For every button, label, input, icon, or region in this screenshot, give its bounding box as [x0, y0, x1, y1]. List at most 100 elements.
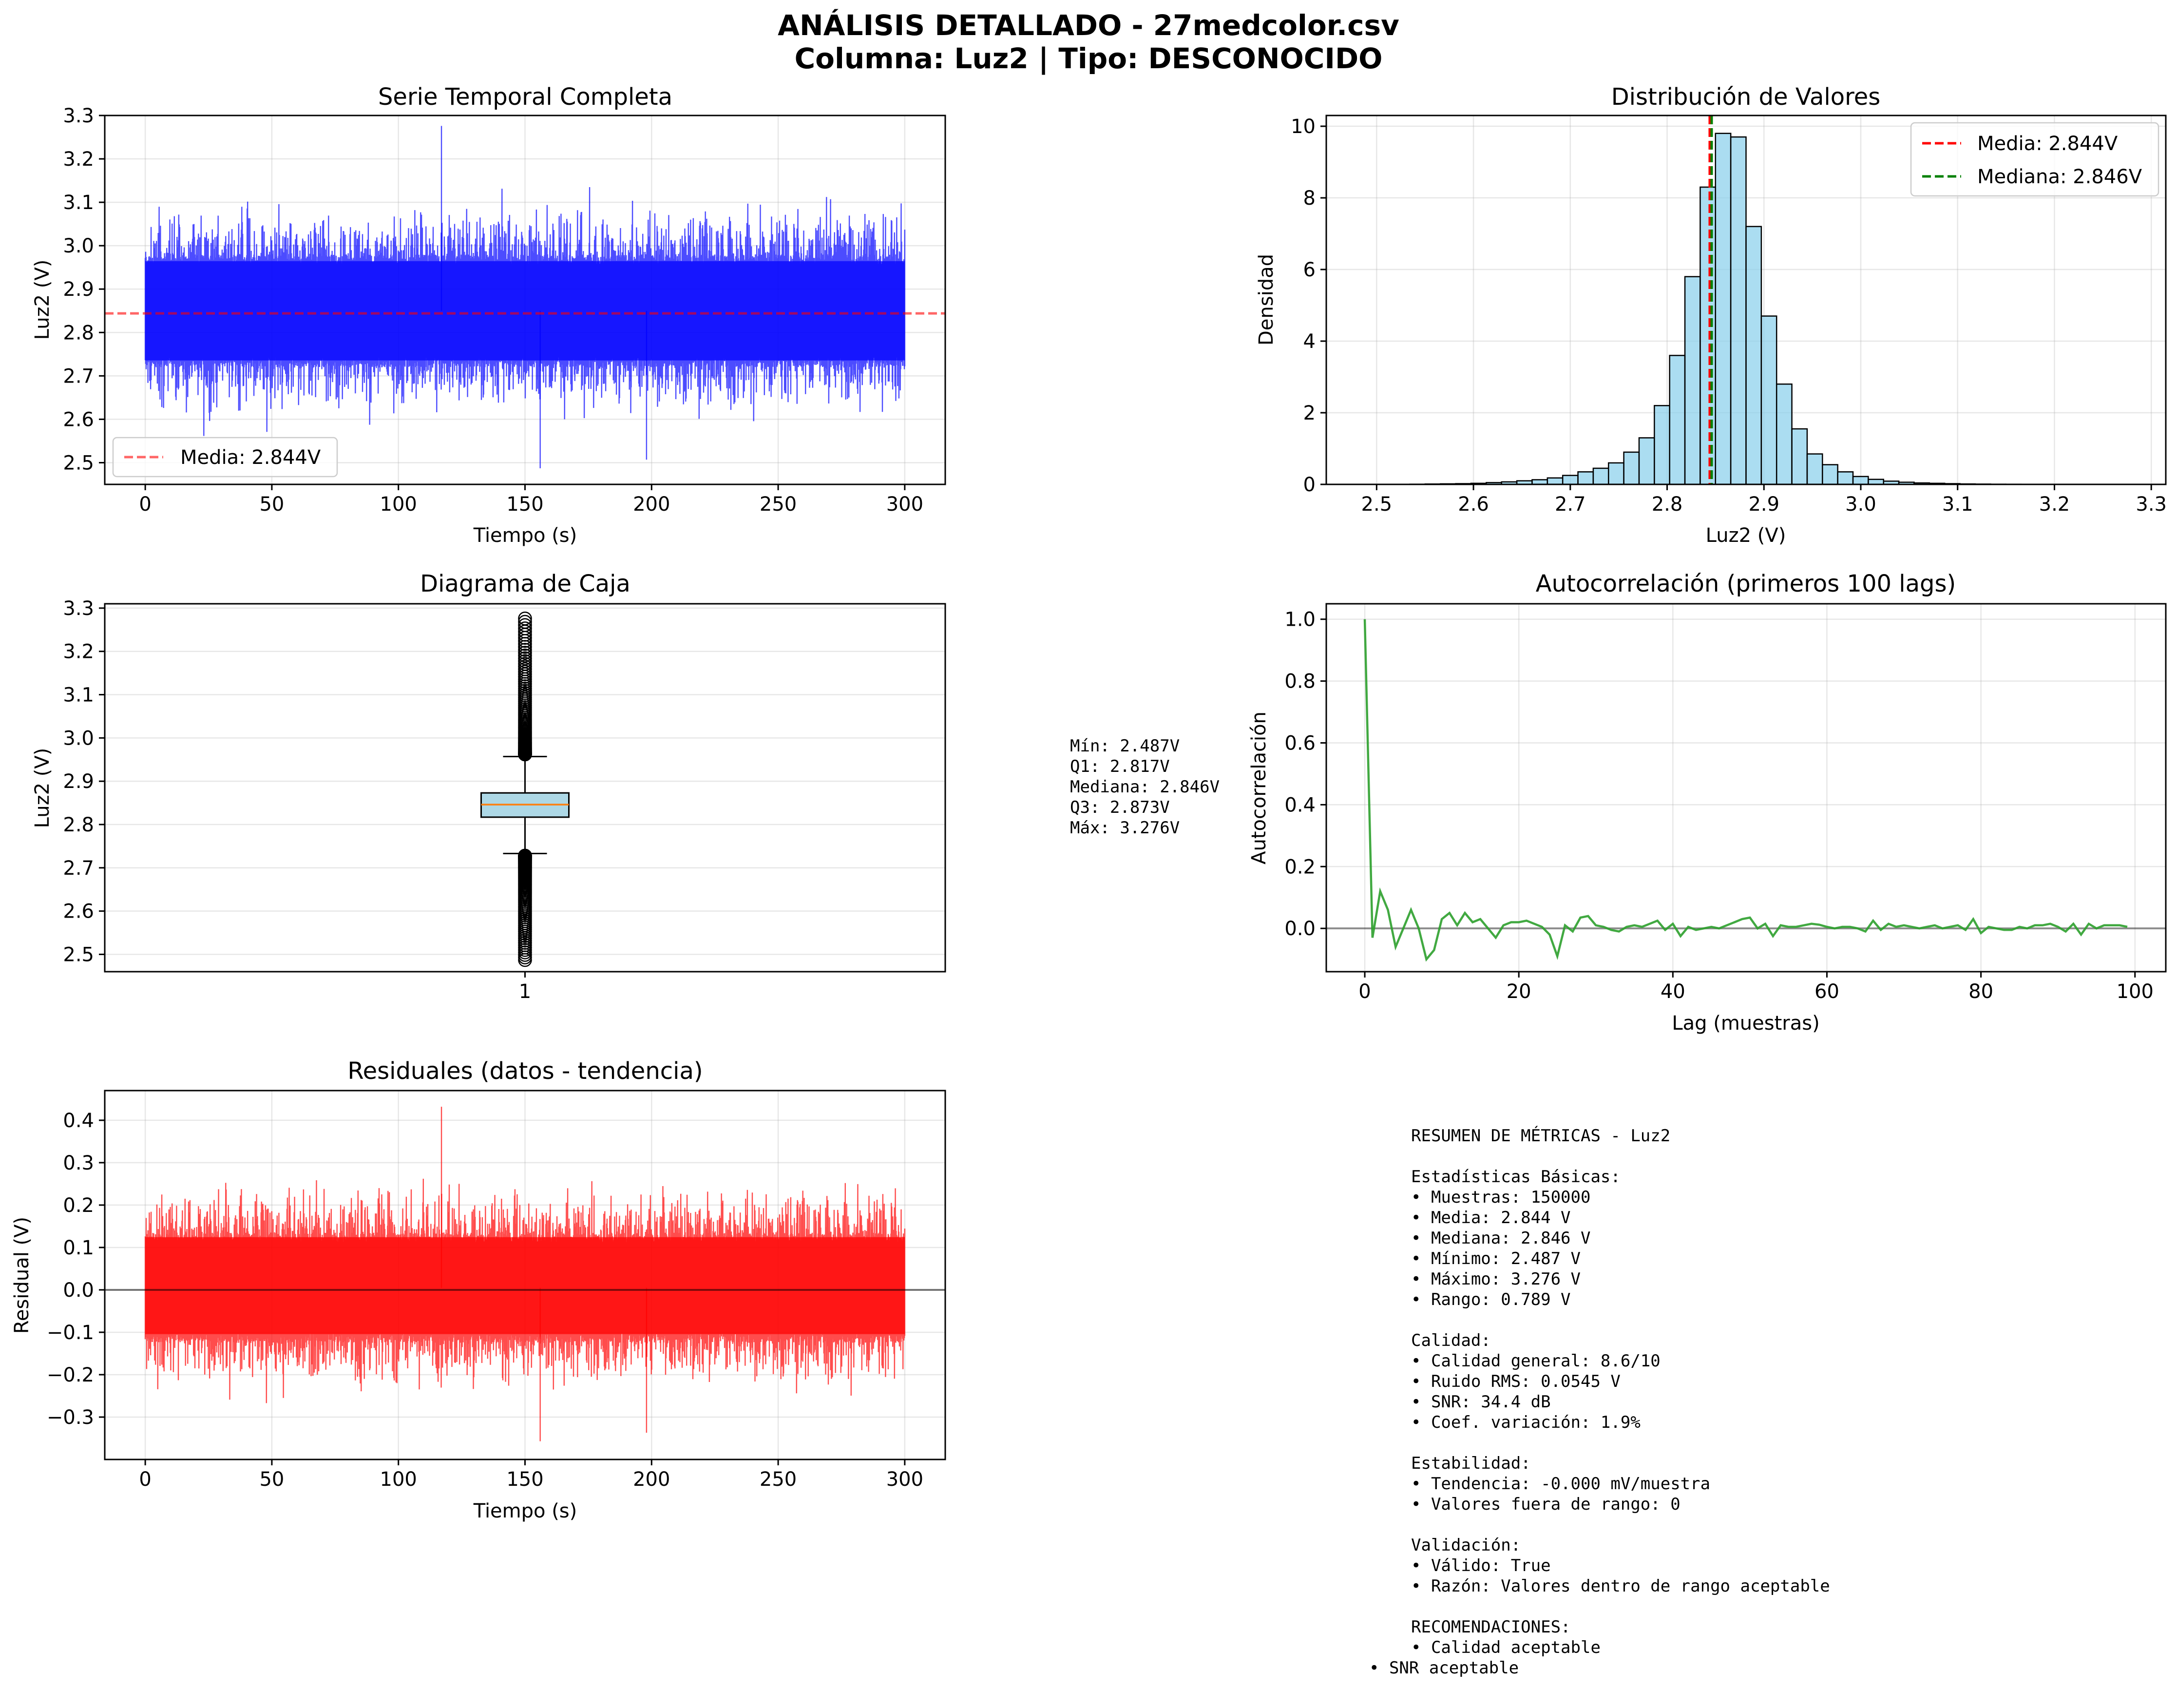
histogram-legend-box [1910, 122, 2159, 197]
summary-line-4: • Media: 2.844 V [1411, 1208, 1571, 1228]
boxplot-ylabel: Luz2 (V) [31, 748, 54, 828]
time_series-xtick-label-0: 0 [139, 493, 151, 516]
histogram-bar-23 [1715, 133, 1732, 485]
histogram-bar-27 [1776, 383, 1793, 485]
summary-line-20: Validación: [1411, 1535, 1521, 1555]
boxplot-stats-text: Mín: 2.487V Q1: 2.817V Mediana: 2.846V Q… [1070, 736, 1220, 838]
boxplot-ytick-label-8: 3.3 [63, 597, 94, 620]
autocorrelation-ytick-label-1: 0.2 [1284, 856, 1316, 878]
time_series-xtick-label-3: 150 [506, 493, 543, 516]
time_series-ytick-label-5: 3.0 [63, 235, 94, 257]
residuals-ytick-label-3: 0.0 [63, 1279, 94, 1302]
time-series-data [105, 126, 945, 469]
boxplot-outlier-176 [518, 614, 532, 629]
boxplot-ytick-label-6: 3.1 [63, 684, 94, 707]
histogram-ticks: 2.5 2.6 2.7 2.8 2.9 3.0 3.1 3.2 3.3 0 2 4 6 8 10 [1291, 115, 2167, 516]
residuals-xtick-label-1: 50 [259, 1468, 284, 1491]
autocorrelation-ytick-label-3: 0.6 [1284, 732, 1316, 755]
figure-title-line1: ANÁLISIS DETALLADO - 27medcolor.csv [778, 8, 1399, 42]
boxplot-title: Diagrama de Caja [420, 570, 630, 597]
autocorrelation-ylabel: Autocorrelación [1248, 711, 1270, 864]
summary-line-6: • Mínimo: 2.487 V [1411, 1249, 1581, 1268]
boxplot-outlier-179 [518, 953, 532, 967]
histogram-ytick-label-0: 0 [1303, 474, 1316, 496]
histogram-bar-18 [1638, 437, 1655, 485]
histogram-legend: Media: 2.844V Mediana: 2.846V [1910, 122, 2159, 197]
autocorrelation-xlabel: Lag (muestras) [1672, 1012, 1819, 1035]
histogram-panel: Distribución de Valores 2.5 2.6 2.7 2.8 2.9 3… [1255, 83, 2167, 547]
histogram-ytick-label-1: 2 [1303, 402, 1316, 424]
summary-line-12: • Ruido RMS: 0.0545 V [1411, 1372, 1621, 1391]
time_series-ytick-label-0: 2.5 [63, 452, 94, 474]
time-series-ylabel: Luz2 (V) [31, 260, 54, 340]
summary-line-7: • Máximo: 3.276 V [1411, 1269, 1581, 1289]
residuals-ytick-label-5: 0.2 [63, 1194, 94, 1217]
boxplot-ytick-label-0: 2.5 [63, 943, 94, 966]
summary-last-line: • SNR aceptable [1369, 1658, 1519, 1678]
time_series-ytick-label-3: 2.8 [63, 322, 94, 344]
residuals-panel: Residuales (datos - tendencia) 0 50 100 150… [11, 1057, 946, 1522]
autocorrelation-xtick-label-3: 60 [1814, 980, 1839, 1003]
boxplot-xtick-label-0: 1 [519, 980, 531, 1003]
histogram-xtick-label-3: 2.8 [1652, 493, 1683, 516]
histogram-title: Distribución de Valores [1611, 83, 1881, 111]
histogram-bar-26 [1760, 315, 1777, 485]
autocorrelation-ytick-label-0: 0.0 [1284, 918, 1316, 940]
summary-line-24: RECOMENDACIONES: [1411, 1617, 1571, 1637]
boxplot-outlier-178 [518, 611, 532, 626]
histogram-bar-33 [1868, 479, 1884, 485]
time_series-ytick-label-8: 3.3 [63, 105, 94, 127]
histogram-bar-22 [1700, 186, 1717, 485]
summary-line-14: • Coef. variación: 1.9% [1411, 1413, 1641, 1432]
residuals-xtick-label-0: 0 [139, 1468, 151, 1491]
summary-line-2: Estadísticas Básicas: [1411, 1167, 1621, 1187]
histogram-bar-31 [1837, 471, 1854, 485]
time-series-legend-box [112, 437, 338, 478]
summary-line-10: Calidad: [1411, 1331, 1491, 1350]
residuals-xtick-label-2: 100 [380, 1468, 417, 1491]
time_series-ytick-label-7: 3.2 [63, 148, 94, 171]
summary-line-8: • Rango: 0.789 V [1411, 1290, 1571, 1309]
summary-line-3: • Muestras: 150000 [1411, 1188, 1590, 1207]
summary-line-13: • SNR: 34.4 dB [1411, 1392, 1551, 1412]
boxplot-panel: Diagrama de Caja 1 2.5 2.6 2.7 2.8 2.9 3.0 3.1 3… [31, 570, 946, 1003]
residuals-ytick-label-7: 0.4 [63, 1110, 94, 1132]
histogram-ytick-label-5: 10 [1291, 115, 1316, 138]
autocorrelation-ytick-label-5: 1.0 [1284, 609, 1316, 631]
histogram-bar-28 [1791, 428, 1808, 485]
boxplot-outlier-174 [518, 618, 532, 633]
histogram-xtick-label-4: 2.9 [1748, 493, 1779, 516]
residuals-xtick-label-3: 150 [506, 1468, 543, 1491]
time_series-xtick-label-4: 200 [633, 493, 670, 516]
summary-line-11: • Calidad general: 8.6/10 [1411, 1351, 1661, 1371]
histogram-ytick-label-4: 8 [1303, 187, 1316, 210]
autocorrelation-xtick-label-1: 20 [1507, 980, 1531, 1003]
histogram-bar-21 [1684, 276, 1701, 485]
histogram-ytick-label-3: 6 [1303, 259, 1316, 281]
autocorrelation-xtick-label-5: 100 [2117, 980, 2154, 1003]
residuals-ytick-label-2: −0.1 [47, 1322, 94, 1344]
residuals-xlabel: Tiempo (s) [473, 1500, 577, 1522]
boxplot-ytick-label-7: 3.2 [63, 641, 94, 663]
residuals-title: Residuales (datos - tendencia) [347, 1057, 703, 1085]
autocorrelation-data [1326, 619, 2166, 962]
histogram-bar-30 [1822, 464, 1838, 485]
autocorrelation-panel: Autocorrelación (primeros 100 lags) 0 20 4… [1248, 570, 2167, 1035]
histogram-xtick-label-6: 3.1 [1942, 493, 1973, 516]
stats-q3: Q3: 2.873V [1070, 798, 1170, 817]
boxplot-outlier-158 [518, 643, 532, 657]
stats-q1: Q1: 2.817V [1070, 757, 1170, 776]
summary-line-25: • Calidad aceptable [1411, 1638, 1601, 1657]
summary-line-0: RESUMEN DE MÉTRICAS - Luz2 [1411, 1126, 1670, 1146]
stats-max: Máx: 3.276V [1070, 818, 1180, 838]
autocorrelation-title: Autocorrelación (primeros 100 lags) [1536, 570, 1956, 597]
boxplot-outlier-172 [518, 621, 532, 635]
histogram-xtick-label-8: 3.3 [2136, 493, 2167, 516]
boxplot-outlier-154 [518, 649, 532, 663]
histogram-bar-20 [1669, 355, 1686, 485]
histogram-ylabel: Densidad [1255, 254, 1278, 345]
histogram-legend-median-label: Mediana: 2.846V [1977, 166, 2142, 188]
summary-line-17: • Tendencia: -0.000 mV/muestra [1411, 1474, 1710, 1494]
summary-line-21: • Válido: True [1411, 1556, 1551, 1575]
time_series-xtick-label-5: 250 [760, 493, 797, 516]
